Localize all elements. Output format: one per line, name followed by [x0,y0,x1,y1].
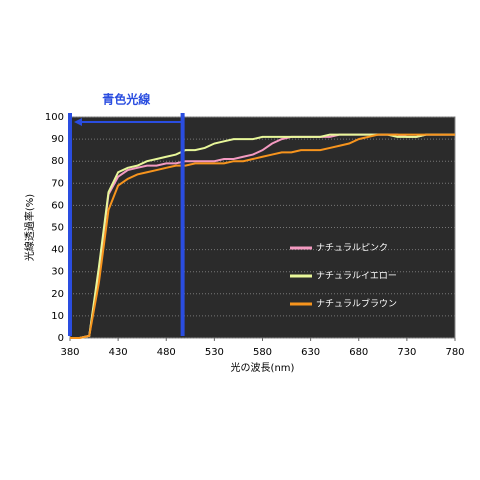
legend-text: ナチュラルイエロー [316,271,397,282]
series-line [70,133,455,339]
x-tick-label: 580 [253,347,272,358]
y-tick-label: 20 [51,289,64,300]
annotation-text: 青色光線 [102,92,150,107]
x-tick-label: 480 [157,347,176,358]
y-tick-label: 60 [51,200,64,211]
x-tick-label: 380 [60,347,79,358]
y-tick-label: 30 [51,267,64,278]
legend-text: ナチュラルピンク [316,243,388,254]
x-tick-label: 730 [397,347,416,358]
y-tick-label: 50 [51,223,64,234]
legend-text: ナチュラルブラウン [316,298,397,310]
x-axis-label: 光の波長(nm) [231,361,295,374]
annotation-arrowhead [74,118,82,126]
x-tick-label: 430 [109,347,128,358]
y-tick-label: 40 [51,245,64,256]
y-tick-label: 100 [45,112,64,123]
x-tick-label: 630 [301,347,320,358]
y-tick-label: 70 [51,178,64,189]
y-tick-label: 90 [51,134,64,145]
x-tick-label: 530 [205,347,224,358]
y-axis-label: 光線透過率(%) [23,194,36,261]
y-tick-label: 80 [51,156,64,167]
x-tick-label: 780 [445,347,464,358]
y-tick-label: 0 [58,333,64,344]
y-tick-label: 10 [51,311,64,322]
x-tick-label: 680 [349,347,368,358]
